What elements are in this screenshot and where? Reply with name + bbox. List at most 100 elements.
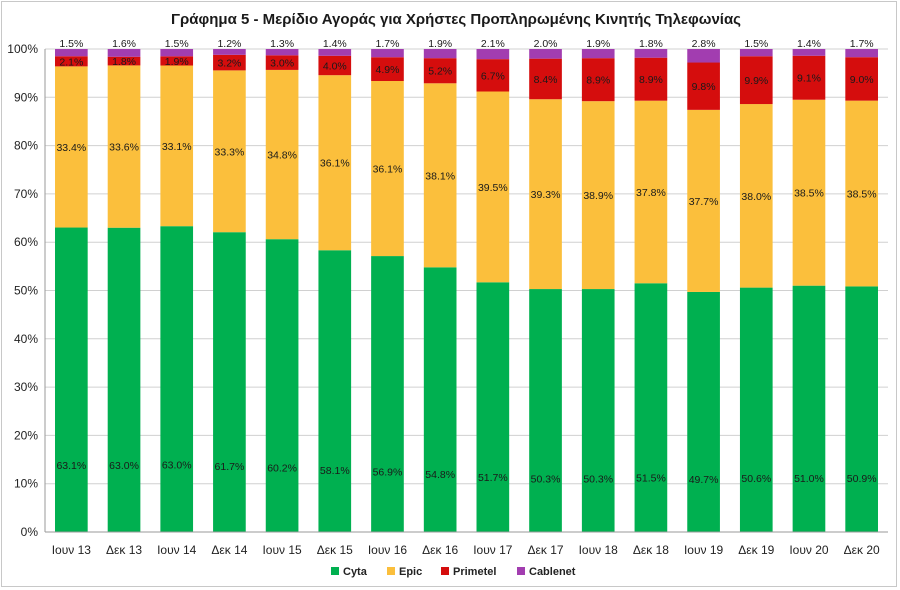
bar-primetel <box>634 57 668 101</box>
data-label-cyta: 51.5% <box>636 472 666 484</box>
bar-epic <box>529 99 562 290</box>
bar-cablenet <box>845 49 878 58</box>
data-label-cyta: 51.7% <box>478 472 508 484</box>
data-label-cablenet: 1.4% <box>323 38 347 50</box>
bar-cyta <box>687 291 720 532</box>
data-label-epic: 34.8% <box>267 150 297 162</box>
data-label-cablenet: 2.1% <box>481 38 505 50</box>
data-label-cyta: 50.3% <box>531 474 561 486</box>
data-label-primetel: 1.9% <box>165 56 189 68</box>
x-tick-label: Δεκ 15 <box>317 543 353 557</box>
y-tick-label: 30% <box>14 380 38 394</box>
data-label-cyta: 50.9% <box>847 473 877 485</box>
bar-epic <box>476 91 510 283</box>
bar-cyta <box>739 287 773 532</box>
data-label-primetel: 8.9% <box>639 74 663 86</box>
data-label-epic: 38.9% <box>583 190 613 202</box>
bar-cablenet <box>55 49 88 57</box>
data-label-epic: 37.7% <box>689 196 719 208</box>
bar-epic <box>792 99 826 286</box>
data-label-cablenet: 1.9% <box>586 38 610 50</box>
y-tick-label: 80% <box>14 139 38 153</box>
bar-primetel <box>476 59 510 92</box>
x-tick-label: Δεκ 19 <box>738 543 774 557</box>
x-tick-label: Δεκ 18 <box>633 543 669 557</box>
legend-label-cablenet: Cablenet <box>529 566 576 578</box>
legend-label-primetel: Primetel <box>453 566 496 578</box>
legend-swatch-cablenet <box>517 567 525 575</box>
data-label-primetel: 9.1% <box>797 73 821 85</box>
bar-cablenet <box>529 49 562 59</box>
bar-epic <box>423 83 457 268</box>
data-label-primetel: 8.4% <box>534 74 558 86</box>
data-label-cyta: 49.7% <box>689 474 719 486</box>
data-label-cablenet: 1.5% <box>165 38 189 50</box>
bar-primetel <box>55 56 88 67</box>
x-tick-label: Ιουν 17 <box>473 543 513 557</box>
data-label-cyta: 54.8% <box>425 469 455 481</box>
data-label-cyta: 60.2% <box>267 463 297 475</box>
bar-cyta <box>371 256 404 532</box>
data-label-epic: 38.5% <box>794 188 824 200</box>
bar-cyta <box>107 227 141 532</box>
data-label-epic: 33.3% <box>215 146 245 158</box>
legend-label-cyta: Cyta <box>343 566 368 578</box>
bar-cyta <box>476 282 510 532</box>
bar-cablenet <box>687 49 720 63</box>
bar-primetel <box>160 56 194 66</box>
y-tick-label: 10% <box>14 477 38 491</box>
data-label-cablenet: 1.5% <box>59 38 83 50</box>
x-tick-label: Ιουν 18 <box>579 543 619 557</box>
bar-cyta <box>160 226 194 532</box>
x-tick-label: Ιουν 16 <box>368 543 408 557</box>
bar-epic <box>160 65 194 227</box>
data-labels: 63.1% 33.4% 2.1% 1.5% 63.0% 33.6% 1.8% 1.6% 63.0… <box>56 38 876 486</box>
y-tick-label: 0% <box>21 525 39 539</box>
bar-cablenet <box>371 49 404 58</box>
bar-primetel <box>423 58 457 84</box>
data-label-cablenet: 2.8% <box>692 38 716 50</box>
bar-cablenet <box>581 49 615 59</box>
chart-title: Γράφημα 5 - Μερίδιο Αγοράς για Χρήστες Π… <box>171 11 741 28</box>
y-tick-label: 40% <box>14 332 38 346</box>
data-label-primetel: 3.0% <box>270 58 294 70</box>
data-label-epic: 39.3% <box>531 189 561 201</box>
x-tick-label: Δεκ 20 <box>844 543 880 557</box>
bar-epic <box>845 100 878 287</box>
bar-primetel <box>845 57 878 101</box>
bar-epic <box>55 66 88 228</box>
data-label-primetel: 2.1% <box>59 56 83 68</box>
data-label-epic: 33.4% <box>56 142 86 154</box>
data-label-cablenet: 1.6% <box>112 38 136 50</box>
bars <box>55 49 878 533</box>
bar-cyta <box>529 289 562 532</box>
data-label-primetel: 9.8% <box>692 81 716 93</box>
x-tick-label: Ιουν 15 <box>262 543 302 557</box>
data-label-epic: 36.1% <box>373 164 403 176</box>
data-label-primetel: 8.9% <box>586 75 610 87</box>
data-label-primetel: 6.7% <box>481 70 505 82</box>
data-label-primetel: 4.0% <box>323 60 347 72</box>
data-label-cyta: 51.0% <box>794 473 824 485</box>
bar-primetel <box>107 56 141 66</box>
legend-label-epic: Epic <box>399 566 422 578</box>
bar-primetel <box>792 55 826 100</box>
bar-cablenet <box>476 49 510 60</box>
y-tick-label: 70% <box>14 187 38 201</box>
bar-cyta <box>213 232 246 533</box>
bar-epic <box>739 104 773 288</box>
bar-cyta <box>55 227 88 532</box>
bar-cyta <box>581 289 615 532</box>
bar-primetel <box>318 55 352 76</box>
bar-primetel <box>265 55 299 70</box>
data-label-cyta: 63.1% <box>56 460 86 472</box>
bar-primetel <box>581 58 615 102</box>
legend-swatch-primetel <box>441 567 449 575</box>
x-axis: Ιουν 13 Δεκ 13 Ιουν 14 Δεκ 14 Ιουν 15 Δεκ 15 Ι… <box>45 531 888 557</box>
bar-cyta <box>265 239 299 532</box>
data-label-primetel: 9.9% <box>744 75 768 87</box>
data-label-cyta: 63.0% <box>109 460 139 472</box>
bar-cyta <box>423 267 457 532</box>
